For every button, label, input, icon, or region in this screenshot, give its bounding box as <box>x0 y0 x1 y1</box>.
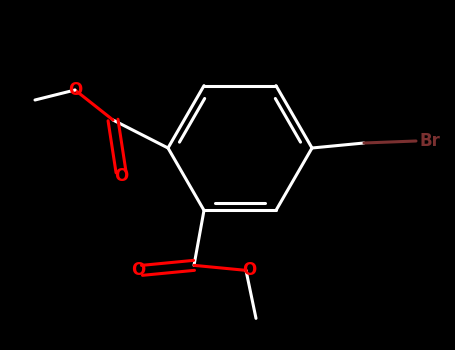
Text: O: O <box>114 167 128 185</box>
Text: O: O <box>131 261 145 279</box>
Text: Br: Br <box>420 132 440 150</box>
Text: O: O <box>242 261 256 279</box>
Text: O: O <box>68 81 82 99</box>
